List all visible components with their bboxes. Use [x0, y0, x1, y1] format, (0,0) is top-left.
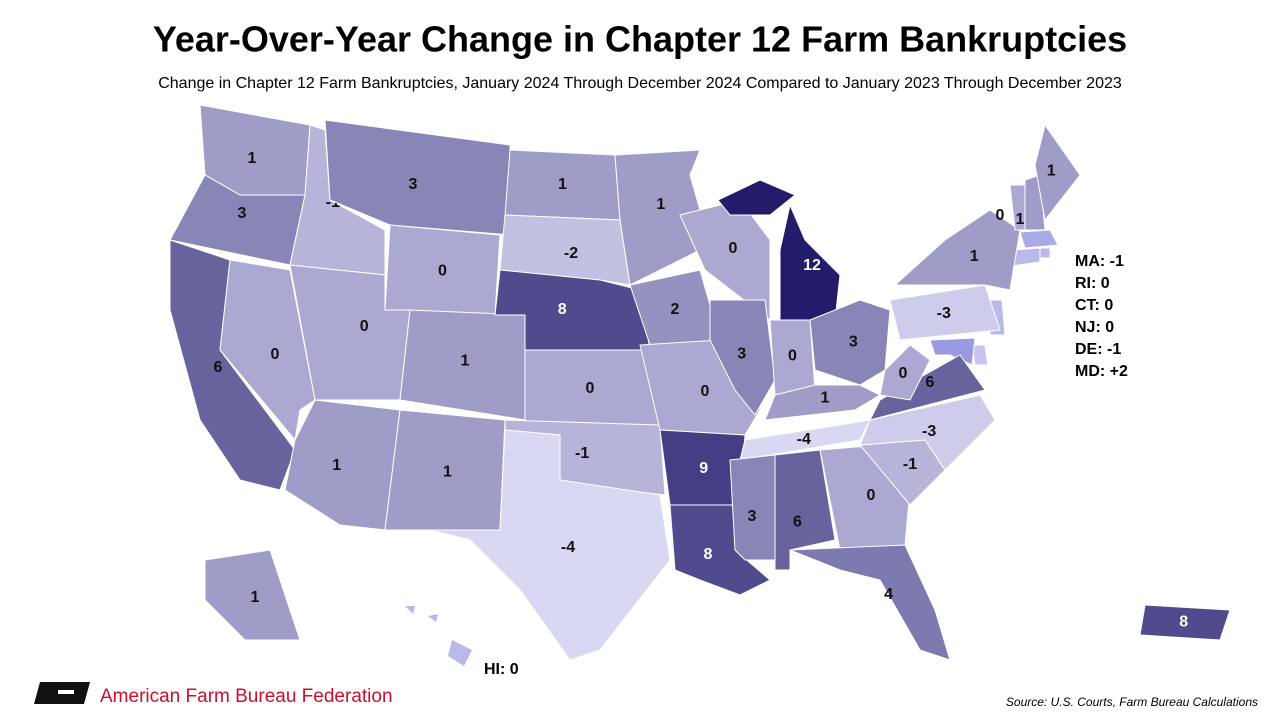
value-label: -3	[937, 305, 951, 322]
state-shape	[428, 614, 438, 622]
value-label: 1	[251, 589, 260, 606]
state	[859, 394, 996, 471]
value-label: -4	[797, 431, 811, 448]
value-label: 0	[701, 383, 710, 400]
value-label: 6	[793, 514, 802, 531]
state	[869, 354, 986, 421]
state	[289, 124, 386, 276]
state	[717, 179, 796, 216]
value-label: -2	[564, 245, 578, 262]
value-label: 12	[803, 257, 821, 274]
state	[219, 259, 316, 442]
value-label: 0	[271, 346, 280, 363]
value-label: 6	[214, 359, 223, 376]
callout: MD: +2	[1075, 363, 1128, 380]
value-label: -3	[922, 423, 936, 440]
callout: DE: -1	[1075, 341, 1121, 358]
state	[429, 429, 671, 661]
value-label: 4	[884, 586, 893, 603]
value-label: 3	[849, 334, 858, 351]
state	[499, 214, 631, 286]
value-label: 8	[558, 301, 567, 318]
value-label: 3	[737, 345, 746, 362]
value-label: 8	[1179, 614, 1188, 631]
state	[1139, 604, 1231, 641]
callout: MA: -1	[1075, 253, 1124, 270]
source: Source: U.S. Courts, Farm Bureau Calcula…	[1006, 695, 1258, 709]
value-label: 1	[821, 390, 830, 407]
value-label: 1	[656, 196, 665, 213]
value-label: 0	[729, 240, 738, 257]
value-label: -1	[575, 445, 589, 462]
value-label: 1	[970, 248, 979, 265]
callout: CT: 0	[1075, 297, 1113, 314]
state	[284, 399, 401, 531]
value-label: 0	[996, 207, 1005, 224]
logo: American Farm Bureau Federation	[34, 682, 393, 707]
value-label: 1	[558, 176, 567, 193]
value-label: 3	[238, 205, 247, 222]
value-label: 0	[586, 380, 595, 397]
state	[729, 454, 776, 561]
state	[889, 284, 1001, 341]
value-label: 1	[443, 464, 452, 481]
state	[1034, 123, 1081, 222]
value-label: 1	[461, 352, 470, 369]
value-label: 1	[1016, 211, 1025, 228]
value-label: 0	[438, 262, 447, 279]
value-label: 0	[867, 487, 876, 504]
value-label: 0	[360, 318, 369, 335]
state	[789, 544, 951, 661]
callouts: MA: -1 RI: 0 CT: 0 NJ: 0 DE: -1 MD: +2 HI: 0	[484, 253, 1128, 678]
state-shape	[1039, 247, 1051, 259]
value-label: 0	[788, 347, 797, 364]
value-label: 3	[748, 508, 757, 525]
callout: NJ: 0	[1075, 319, 1114, 336]
brand: American Farm Bureau Federation	[100, 686, 393, 707]
value-label: 9	[699, 460, 708, 477]
value-label: 1	[1047, 162, 1056, 179]
subtitle: Change in Chapter 12 Farm Bankruptcies, …	[158, 75, 1122, 92]
state-shape	[971, 344, 989, 366]
value-label: 6	[926, 374, 935, 391]
state	[739, 419, 871, 461]
state-shape	[448, 640, 472, 666]
state	[169, 174, 306, 266]
callout: RI: 0	[1075, 275, 1110, 292]
state-shape	[1019, 229, 1059, 249]
state-shape	[405, 606, 415, 614]
value-label: 1	[332, 457, 341, 474]
value-label: -1	[903, 456, 917, 473]
value-label: 8	[704, 546, 713, 563]
title: Year-Over-Year Change in Chapter 12 Farm…	[153, 19, 1127, 60]
logo-mark	[58, 690, 74, 694]
value-label: 0	[899, 365, 908, 382]
value-label: 3	[409, 176, 418, 193]
value-label: 2	[671, 301, 680, 318]
callout: HI: 0	[484, 661, 519, 678]
value-label: 1	[248, 150, 257, 167]
value-label: -4	[561, 539, 575, 556]
state	[204, 549, 301, 641]
state	[709, 299, 776, 416]
state	[879, 344, 931, 401]
